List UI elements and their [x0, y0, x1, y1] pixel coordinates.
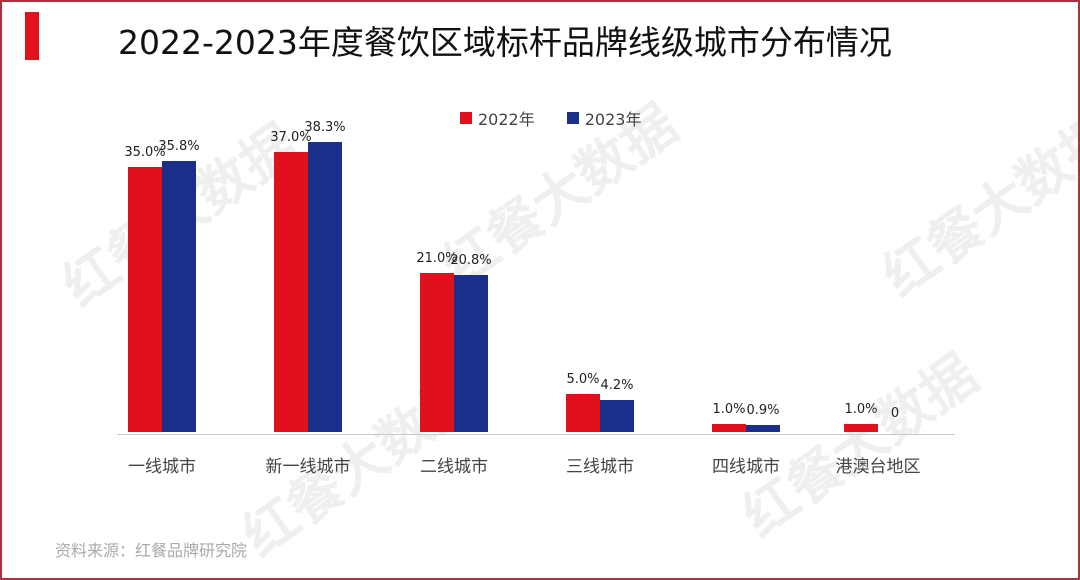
legend-item-2023: 2023年 [566, 106, 642, 130]
source-note: 资料来源：红餐品牌研究院 [55, 541, 248, 560]
data-label: 0 [890, 406, 900, 421]
data-label: 35.0% [124, 145, 166, 160]
bar-2022 [128, 167, 162, 432]
legend-swatch-icon [566, 112, 579, 124]
chart-legend: 2022年 2023年 [460, 106, 641, 130]
bar-2022 [420, 273, 454, 432]
bar-2022 [844, 424, 878, 432]
bar-2022 [274, 152, 308, 432]
bar-2022 [566, 394, 600, 432]
title-accent-bar [25, 12, 39, 60]
bar-2023 [454, 275, 488, 432]
data-label: 21.0% [416, 251, 458, 266]
watermark: 红餐大数据 [731, 342, 989, 549]
x-tick-label: 一线城市 [128, 457, 196, 477]
bar-2022 [712, 424, 746, 432]
data-label: 4.2% [600, 378, 634, 393]
chart-title: 2022-2023年度餐饮区域标杆品牌线级城市分布情况 [118, 23, 892, 62]
x-tick-label: 二线城市 [420, 457, 488, 477]
legend-label: 2022年 [478, 110, 535, 129]
data-label: 1.0% [712, 402, 746, 417]
x-axis-line [117, 434, 955, 435]
data-label: 5.0% [566, 372, 600, 387]
x-tick-label: 港澳台地区 [835, 457, 921, 477]
bar-2023 [746, 425, 780, 432]
data-label: 1.0% [844, 402, 878, 417]
data-label: 35.8% [158, 139, 200, 154]
x-tick-label: 新一线城市 [265, 457, 351, 477]
watermark: 红餐大数据 [871, 102, 1080, 309]
bar-2023 [162, 161, 196, 432]
legend-swatch-icon [460, 112, 472, 124]
data-label: 37.0% [270, 130, 312, 145]
data-label: 38.3% [304, 120, 346, 135]
data-label: 0.9% [746, 403, 780, 418]
legend-item-2022: 2022年 [460, 106, 535, 130]
bar-2023 [600, 400, 634, 432]
bar-2023 [308, 142, 342, 432]
x-tick-label: 四线城市 [712, 457, 780, 477]
legend-label: 2023年 [584, 110, 642, 129]
x-tick-label: 三线城市 [566, 457, 634, 477]
data-label: 20.8% [450, 253, 492, 268]
